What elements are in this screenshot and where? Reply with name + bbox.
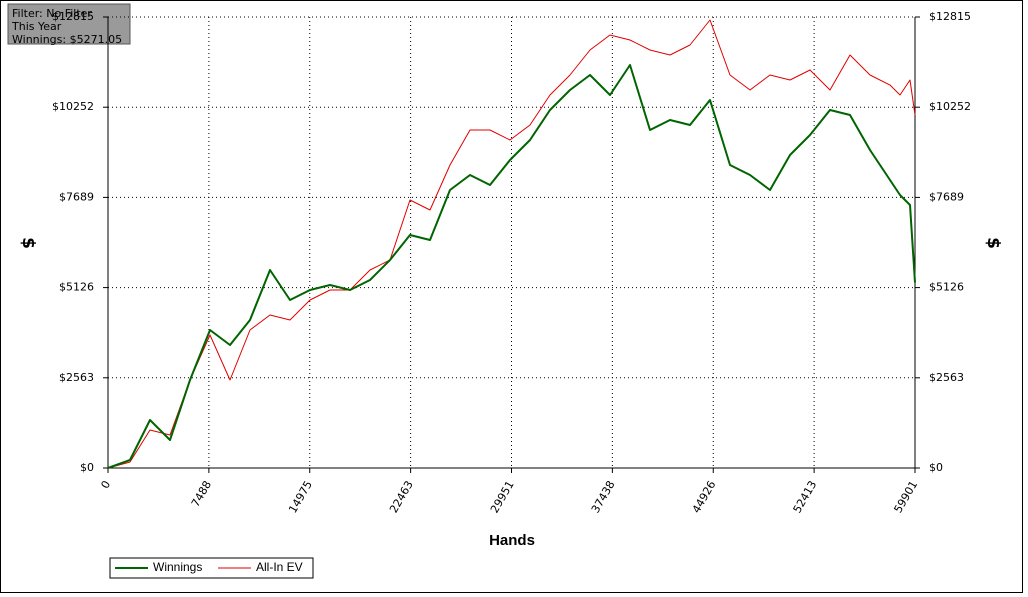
y2-tick-label: $5126 bbox=[929, 281, 964, 294]
y2-tick-label: $10252 bbox=[929, 100, 971, 113]
legend-label: All-In EV bbox=[256, 560, 303, 574]
legend bbox=[109, 557, 314, 579]
y2-tick-label: $0 bbox=[929, 461, 943, 474]
y-tick-label: $12815 bbox=[52, 10, 94, 23]
series-line bbox=[107, 19, 916, 469]
y-tick-label: $7689 bbox=[59, 190, 94, 203]
info-text: This Year bbox=[11, 20, 62, 33]
y2-tick-label: $12815 bbox=[929, 10, 971, 23]
info-box bbox=[7, 3, 131, 45]
series-line bbox=[107, 64, 916, 469]
info-text: Winnings: $5271.05 bbox=[12, 33, 122, 46]
y-tick-label: $10252 bbox=[52, 100, 94, 113]
legend-label: Winnings bbox=[153, 560, 202, 574]
y2-tick-label: $7689 bbox=[929, 190, 964, 203]
y-tick-label: $0 bbox=[80, 461, 94, 474]
y-axis-label: $ bbox=[18, 237, 38, 249]
x-axis-label: Hands bbox=[489, 532, 535, 549]
y-tick-label: $2563 bbox=[59, 371, 94, 384]
y2-axis-label: $ bbox=[983, 237, 1003, 249]
y-tick-label: $5126 bbox=[59, 281, 94, 294]
info-text: Filter: No Filter bbox=[12, 7, 92, 20]
y2-tick-label: $2563 bbox=[929, 371, 964, 384]
